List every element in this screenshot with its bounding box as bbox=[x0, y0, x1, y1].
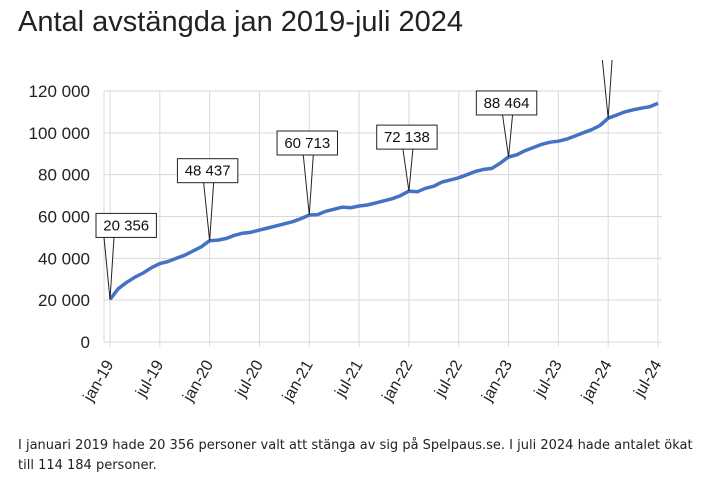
annotation-box bbox=[376, 124, 438, 150]
annotation-box bbox=[276, 130, 338, 156]
annotation-pointer bbox=[103, 237, 115, 300]
x-tick-label: jul-21 bbox=[332, 357, 367, 400]
annotation-label: 88 464 bbox=[484, 95, 530, 112]
x-tick-label: jul-19 bbox=[132, 357, 167, 400]
y-tick-label: 120 000 bbox=[29, 82, 90, 101]
x-tick-label: jan-24 bbox=[578, 357, 616, 405]
y-tick-label: 20 000 bbox=[38, 291, 90, 310]
y-tick-label: 80 000 bbox=[38, 166, 90, 185]
x-tick-label: jan-19 bbox=[80, 357, 118, 405]
annotation-box bbox=[176, 158, 239, 184]
x-tick-label: jul-20 bbox=[232, 357, 267, 400]
x-tick-label: jul-24 bbox=[631, 357, 666, 400]
annotation-pointer bbox=[302, 154, 314, 216]
annotation-box bbox=[475, 90, 538, 116]
annotation-label: 60 713 bbox=[284, 135, 330, 152]
x-tick-label: jul-22 bbox=[431, 357, 466, 400]
line-chart: 0 20 000 40 000 60 000 80 000 100 000 120 000 j… bbox=[29, 60, 666, 405]
annotation-pointer bbox=[203, 182, 215, 241]
annotation-label: 72 138 bbox=[384, 129, 430, 146]
annotation-pointer bbox=[402, 149, 414, 192]
annotation-box bbox=[95, 212, 157, 238]
annotation-label: 48 437 bbox=[185, 163, 231, 180]
x-tick-label: jan-20 bbox=[180, 357, 218, 405]
annotation-pointer bbox=[601, 60, 613, 119]
y-tick-label: 100 000 bbox=[29, 124, 90, 143]
x-tick-label: jan-21 bbox=[279, 357, 317, 405]
y-tick-label: 0 bbox=[81, 333, 90, 352]
y-tick-label: 60 000 bbox=[38, 208, 90, 227]
series-line bbox=[108, 101, 659, 301]
annotation-label: 20 356 bbox=[103, 217, 149, 234]
y-tick-label: 40 000 bbox=[38, 249, 90, 268]
x-tick-label: jul-23 bbox=[531, 357, 566, 400]
annotation-pointer bbox=[502, 114, 514, 158]
x-tick-label: jan-22 bbox=[379, 357, 417, 405]
x-tick-label: jan-23 bbox=[479, 357, 517, 405]
caption: I januari 2019 hade 20 356 personer valt… bbox=[18, 438, 693, 473]
page-title: Antal avstängda jan 2019-juli 2024 bbox=[18, 6, 463, 38]
